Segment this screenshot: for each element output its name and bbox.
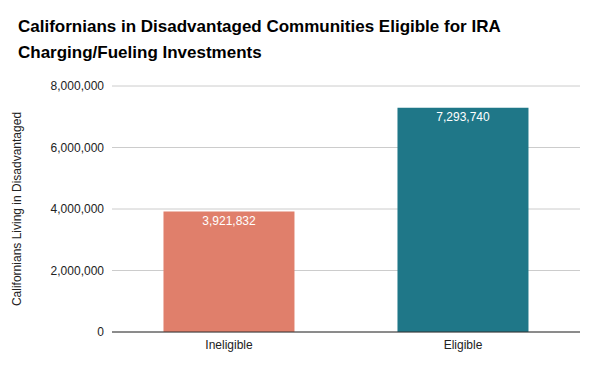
svg-text:2,000,000: 2,000,000: [51, 264, 105, 278]
svg-text:Ineligible: Ineligible: [205, 338, 253, 352]
svg-text:8,000,000: 8,000,000: [51, 79, 105, 93]
svg-text:3,921,832: 3,921,832: [202, 214, 256, 228]
svg-text:7,293,740: 7,293,740: [436, 110, 490, 124]
svg-text:Eligible: Eligible: [444, 338, 483, 352]
html-text:Californians in Disadvantaged: Californians in Disadvantaged Communitie…: [18, 17, 501, 62]
svg-text:4,000,000: 4,000,000: [51, 202, 105, 216]
svg-text:Californians Living in Disadva: Californians Living in Disadvantaged: [10, 112, 24, 306]
svg-text:6,000,000: 6,000,000: [51, 141, 105, 155]
svg-text:0: 0: [97, 325, 104, 339]
